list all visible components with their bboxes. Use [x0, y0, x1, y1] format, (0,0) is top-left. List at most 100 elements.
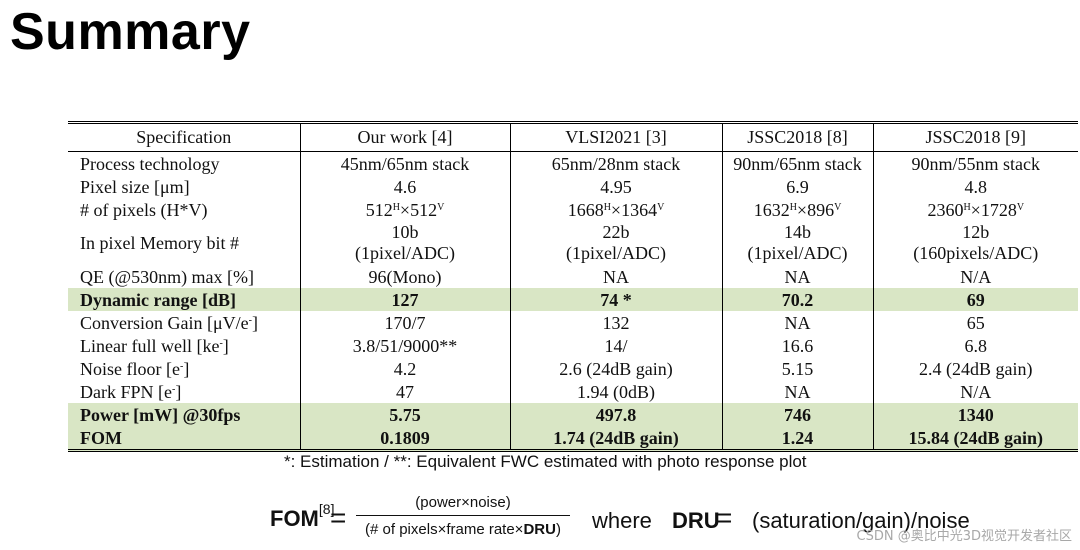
row-label: Dynamic range [dB] — [68, 288, 300, 311]
table-cell: 4.8 — [872, 175, 1078, 198]
table-cell: 512H×512V — [299, 198, 510, 221]
fom-fraction: (power×noise) (# of pixels×frame rate×DR… — [356, 494, 570, 538]
row-label: In pixel Memory bit # — [80, 232, 239, 253]
table-cell: 65nm/28nm stack — [509, 151, 722, 175]
table-cell: 4.95 — [509, 175, 722, 198]
table-row: Process technology 45nm/65nm stack 65nm/… — [68, 151, 1078, 175]
table-cell: 127 — [299, 288, 510, 311]
table-header-row: Specification Our work [4] VLSI2021 [3] … — [68, 121, 1078, 152]
memory-sharing: (1pixel/ADC) — [747, 243, 848, 263]
table-cell: 132 — [509, 311, 722, 334]
table-cell: 2.6 (24dB gain) — [509, 357, 722, 380]
times-sign: × — [610, 199, 622, 220]
page-title: Summary — [10, 3, 251, 61]
header-jssc2018-9: JSSC2018 [9] — [872, 121, 1078, 152]
table-cell: 6.9 — [721, 175, 873, 198]
memory-bits: 22b — [602, 222, 630, 242]
where-text: where — [592, 508, 652, 533]
dru-label: DRU — [672, 508, 720, 533]
table-cell: 1.94 (0dB) — [509, 380, 722, 403]
table-cell: 47 — [299, 380, 510, 403]
table-cell: 2.4 (24dB gain) — [872, 357, 1078, 380]
table-row: # of pixels (H*V) 512H×512V 1668H×1364V … — [68, 198, 1078, 221]
table-cell: 12b (160pixels/ADC) — [872, 221, 1078, 265]
sup-h: H — [392, 201, 400, 213]
table-cell: 70.2 — [721, 288, 873, 311]
table-row: QE (@530nm) max [%] 96(Mono) NA NA N/A — [68, 265, 1078, 288]
times-sign: × — [796, 199, 808, 220]
equals-sign: = — [330, 502, 347, 533]
table-row: Conversion Gain [μV/e-] 170/7 132 NA 65 — [68, 311, 1078, 334]
watermark: CSDN @奥比中光3D视觉开发者社区 — [856, 529, 1072, 544]
table-cell: 4.6 — [299, 175, 510, 198]
table-cell: NA — [721, 311, 873, 334]
table-cell: NA — [721, 380, 873, 403]
fom-numerator: (power×noise) — [415, 494, 511, 511]
table-cell: 45nm/65nm stack — [299, 151, 510, 175]
times-sign: × — [399, 199, 411, 220]
table-cell: NA — [509, 265, 722, 288]
spec-table: Specification Our work [4] VLSI2021 [3] … — [68, 121, 1078, 452]
table-cell: 65 — [872, 311, 1078, 334]
sup-v: V — [657, 201, 665, 213]
table-cell: 90nm/65nm stack — [721, 151, 873, 175]
table-cell: 1668H×1364V — [509, 198, 722, 221]
sup-v: V — [834, 201, 842, 213]
table-cell: 10b (1pixel/ADC) — [299, 221, 510, 265]
table-cell: 6.8 — [872, 334, 1078, 357]
sup-v: V — [437, 201, 445, 213]
table-cell: 15.84 (24dB gain) — [872, 426, 1078, 452]
table-row: Dark FPN [e-] 47 1.94 (0dB) NA N/A — [68, 380, 1078, 403]
table-row: Noise floor [e-] 4.2 2.6 (24dB gain) 5.1… — [68, 357, 1078, 380]
fraction-line — [356, 515, 570, 516]
pixels-h: 2360 — [927, 199, 964, 220]
pixels-v: 512 — [410, 199, 438, 220]
table-cell: 746 — [721, 403, 873, 426]
row-label: Dark FPN [e-] — [80, 381, 182, 402]
row-label: # of pixels (H*V) — [80, 199, 208, 220]
table-cell: 2360H×1728V — [872, 198, 1078, 221]
row-label: FOM — [68, 426, 300, 452]
sup-h: H — [603, 201, 611, 213]
table-cell: 5.15 — [721, 357, 873, 380]
times-sign: × — [970, 199, 981, 220]
table-cell: NA — [721, 265, 873, 288]
row-label: Linear full well [ke-] — [80, 335, 229, 356]
table-cell: 1340 — [872, 403, 1078, 426]
table-cell: 0.1809 — [299, 426, 510, 452]
table-cell: 170/7 — [299, 311, 510, 334]
table-row: Pixel size [μm] 4.6 4.95 6.9 4.8 — [68, 175, 1078, 198]
footnote: *: Estimation / **: Equivalent FWC estim… — [284, 452, 807, 471]
row-label: Pixel size [μm] — [80, 176, 190, 197]
table-cell: 3.8/51/9000** — [299, 334, 510, 357]
table-cell: 69 — [872, 288, 1078, 311]
memory-bits: 14b — [784, 222, 811, 242]
row-label: Power [mW] @30fps — [68, 403, 300, 426]
table-cell: 4.2 — [299, 357, 510, 380]
table-cell: 90nm/55nm stack — [872, 151, 1078, 175]
dru-equals-sign: = — [716, 502, 733, 533]
table-cell: 497.8 — [509, 403, 722, 426]
fom-reference: [8] — [318, 501, 335, 517]
row-label: Conversion Gain [μV/e-] — [80, 312, 258, 333]
memory-sharing: (160pixels/ADC) — [913, 243, 1039, 263]
table-row-highlight: FOM 0.1809 1.74 (24dB gain) 1.24 15.84 (… — [68, 426, 1078, 452]
table-cell: 16.6 — [721, 334, 873, 357]
table-cell: 1.74 (24dB gain) — [509, 426, 722, 452]
row-label: Noise floor [e-] — [80, 358, 190, 379]
table-cell: 22b (1pixel/ADC) — [509, 221, 722, 265]
table-cell: 5.75 — [299, 403, 510, 426]
memory-bits: 12b — [962, 222, 990, 242]
table-cell: 1.24 — [721, 426, 873, 452]
header-vlsi2021: VLSI2021 [3] — [509, 121, 722, 152]
table-cell: N/A — [872, 265, 1078, 288]
memory-bits: 10b — [391, 222, 419, 242]
pixels-h: 1632 — [753, 199, 790, 220]
table-cell: 96(Mono) — [299, 265, 510, 288]
sup-h: H — [963, 201, 971, 213]
table-cell: 74 * — [509, 288, 722, 311]
fom-formula: FOM[8] = (power×noise) (# of pixels×fram… — [268, 492, 1068, 550]
header-jssc2018-8: JSSC2018 [8] — [721, 121, 873, 152]
dru-expression: (saturation/gain)/noise — [752, 508, 970, 533]
pixels-v: 1364 — [621, 199, 658, 220]
